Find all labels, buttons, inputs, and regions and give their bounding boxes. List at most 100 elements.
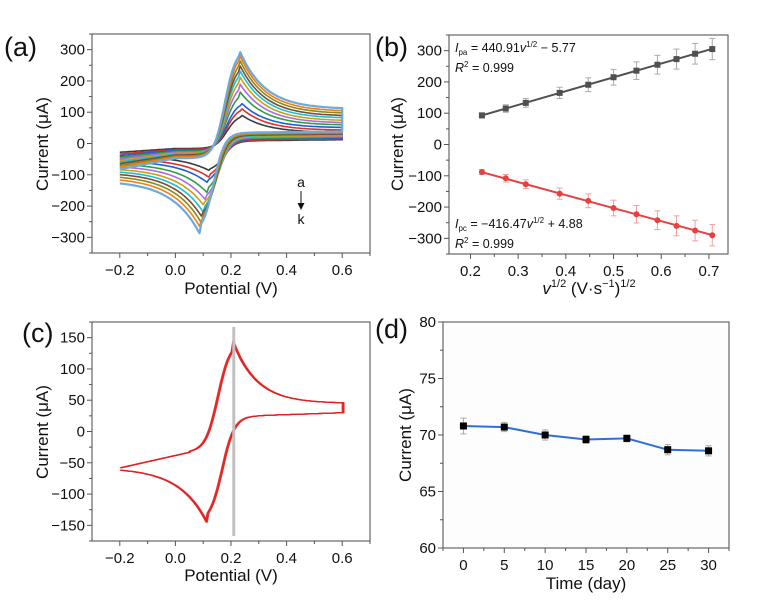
data-point-Ipc [633,211,640,218]
data-point-Ipc [692,227,699,234]
y-tick-label: 60 [419,540,436,557]
y-tick-label: −100 [51,167,85,184]
y-tick-label: 150 [60,330,85,347]
panel-label-b: (b) [375,32,408,62]
panel-d: (d) 0 5 10 15 20 25 30 80 75 70 65 60 Time (day) Cu… [375,314,730,593]
panel-a: (a) −0.2 0.0 0.2 0.4 0.6 300 200 100 0 −100 −200 −3… [4,32,371,298]
r2-cathodic: R2 = 0.999 [455,236,514,251]
x-tick-label: 0.2 [221,262,242,279]
data-point-Ipc [673,222,680,229]
y-axis-label-a: Current (μA) [33,97,52,191]
x-axis-label-c: Potential (V) [184,566,278,585]
data-point-Ipa [673,56,680,63]
panel-label-d: (d) [375,314,408,344]
annotation-start-a: a [297,174,305,190]
data-point-Ipc [585,197,592,204]
x-tick-label: 0.7 [698,263,719,280]
y-tick-label: −300 [408,230,442,247]
y-tick-label: 0 [77,136,85,153]
cv-curve-k [119,51,344,235]
y-tick-label: 100 [417,105,442,122]
data-point-Ipa [522,99,529,106]
data-point [582,436,590,444]
panel-c: (c) −0.2 0.0 0.2 0.4 0.6 150 100 50 0 −50 −100 −150… [22,318,371,585]
x-tick-label: 0.5 [603,263,624,280]
x-tick-label: 25 [659,557,676,574]
data-point [705,447,713,455]
y-tick-label: 0 [77,424,85,441]
y-axis-label-d: Current (μA) [396,388,415,482]
x-tick-label: 0.3 [508,263,529,280]
panel-b: (b) 0.2 0.3 0.4 0.5 0.6 0.7 300 200 100 0 −100 −200… [375,32,729,298]
y-tick-label: −50 [60,455,85,472]
data-point [664,446,672,454]
data-point-Ipc [502,175,509,182]
y-tick-label: −200 [408,199,442,216]
x-axis-label-b: v1/2 (V·s−1)1/2 [542,278,635,298]
y-tick-label: 0 [434,137,442,154]
x-tick-label: 0.6 [332,262,353,279]
data-point [623,434,631,442]
data-point-Ipa [610,74,617,81]
x-tick-label: 0.4 [276,550,297,567]
y-tick-label: 75 [419,371,436,388]
x-tick-label: 0.6 [651,263,672,280]
arrowhead-icon [297,203,305,210]
y-tick-label: −100 [408,168,442,185]
data-point-Ipa [502,105,509,112]
y-tick-label: 200 [60,73,85,90]
y-tick-label: 100 [60,104,85,121]
x-tick-label: 0.0 [165,550,186,567]
x-tick-label: −0.2 [105,262,135,279]
data-point-Ipc [556,190,563,197]
annotation-end-a: k [298,211,306,227]
data-point-Ipc [654,217,661,224]
r2-anodic: R2 = 0.999 [455,60,514,75]
data-point [459,422,467,430]
x-tick-label: 0.2 [221,550,242,567]
y-tick-label: −200 [51,198,85,215]
data-point-Ipa [585,81,592,88]
y-tick-label: 300 [417,43,442,60]
y-tick-label: −150 [51,517,85,534]
x-tick-label: 30 [700,557,717,574]
x-axis-label-a: Potential (V) [184,279,278,298]
x-tick-label: 5 [500,557,508,574]
x-tick-label: 15 [578,557,595,574]
y-tick-label: 65 [419,484,436,501]
plot-background-d [443,322,729,548]
plot-area-b: 0.2 0.3 0.4 0.5 0.6 0.7 300 200 100 0 −100 −200 −300 [408,34,729,280]
cv-curve-cycle [121,340,345,524]
data-point-Ipc [522,181,529,188]
cv-curve-cycle [119,340,343,524]
y-tick-label: 80 [419,314,436,331]
data-point-Ipa [478,112,485,119]
panel-label-a: (a) [4,32,37,62]
x-tick-label: 0.6 [332,550,353,567]
y-tick-label: 50 [68,392,85,409]
x-tick-label: 0 [459,557,467,574]
y-tick-label: −100 [51,486,85,503]
data-point-Ipa [556,89,563,96]
x-tick-label: 0.4 [276,262,297,279]
y-tick-label: 100 [60,361,85,378]
x-tick-label: 0.4 [555,263,576,280]
y-axis-label-b: Current (μA) [388,97,407,191]
data-point-Ipa [654,61,661,68]
x-tick-label: 0.0 [165,262,186,279]
data-point-Ipc [610,205,617,212]
y-tick-label: −300 [51,229,85,246]
y-tick-label: 300 [60,42,85,59]
x-tick-label: −0.2 [105,550,135,567]
x-tick-label: 20 [619,557,636,574]
cv-curve-h [119,65,343,217]
x-tick-label: 10 [537,557,554,574]
data-point-Ipa [709,46,716,53]
y-tick-label: 70 [419,427,436,444]
equation-anodic: Ipa = 440.91v1/2 − 5.77 [455,40,576,57]
equation-cathodic: Ipc = −416.47v1/2 + 4.88 [455,216,583,233]
y-axis-label-c: Current (μA) [33,385,52,479]
data-point-Ipc [709,232,716,239]
plot-area-c: −0.2 0.0 0.2 0.4 0.6 150 100 50 0 −50 −100 −150 [51,321,371,567]
